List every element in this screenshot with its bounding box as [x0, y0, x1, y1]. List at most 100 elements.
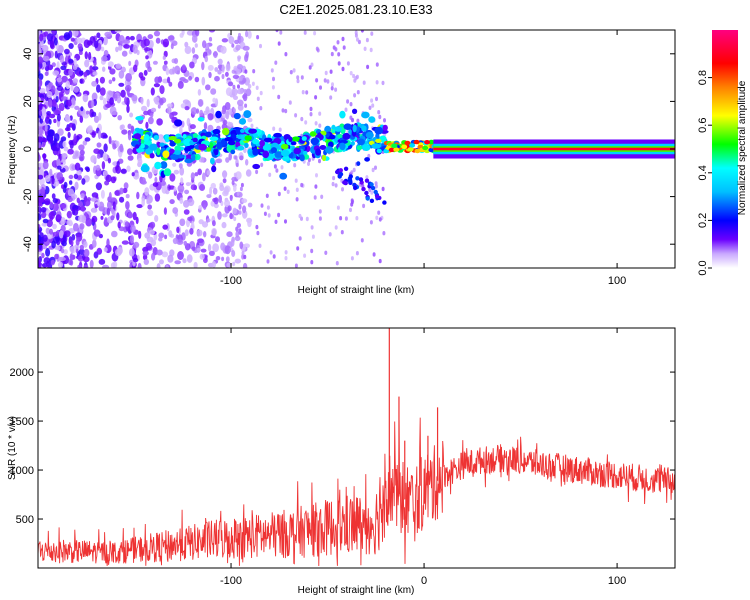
noise-blob [304, 120, 308, 125]
noise-blob [50, 259, 55, 266]
noise-blob [72, 64, 78, 70]
noise-blob [186, 254, 193, 263]
noise-blob [93, 148, 101, 154]
noise-blob [119, 187, 124, 195]
noise-blob [154, 176, 158, 184]
noise-blob [318, 158, 321, 164]
noise-blob [296, 246, 300, 251]
band-blob [339, 142, 346, 150]
noise-blob [80, 193, 85, 199]
band-blob [424, 140, 431, 145]
noise-blob [84, 137, 91, 142]
noise-blob [240, 182, 244, 188]
noise-blob [233, 172, 237, 177]
band-blob [368, 116, 376, 123]
noise-blob [156, 263, 161, 268]
band-blob [244, 142, 249, 148]
noise-blob [100, 215, 104, 220]
noise-blob [181, 30, 185, 36]
noise-blob [105, 103, 112, 108]
band-blob [302, 150, 308, 155]
noise-blob [73, 57, 77, 66]
band-blob [350, 141, 355, 146]
noise-blob [115, 46, 119, 53]
band-blob [382, 124, 388, 131]
band-blob [221, 138, 226, 146]
noise-blob [69, 246, 77, 254]
noise-blob [184, 189, 190, 195]
noise-blob [98, 112, 102, 121]
noise-blob [224, 102, 231, 110]
band-blob [133, 133, 142, 140]
noise-blob [234, 39, 240, 45]
noise-blob [198, 205, 203, 210]
noise-blob [189, 124, 196, 130]
noise-blob [227, 122, 234, 127]
noise-blob [342, 45, 346, 50]
noise-blob [353, 93, 357, 98]
band-blob [422, 145, 429, 151]
noise-blob [67, 131, 71, 139]
noise-blob [191, 220, 195, 229]
noise-blob [183, 79, 189, 83]
noise-blob [252, 69, 256, 74]
noise-blob [39, 33, 44, 42]
noise-blob [86, 126, 93, 134]
noise-blob [318, 209, 322, 214]
noise-blob [79, 149, 85, 156]
noise-blob [220, 45, 227, 54]
noise-blob [41, 142, 46, 148]
noise-blob [44, 198, 51, 206]
noise-blob [381, 186, 385, 192]
noise-blob [159, 259, 164, 265]
band-blob [170, 153, 180, 160]
noise-blob [79, 70, 84, 76]
noise-blob [68, 68, 73, 76]
band-blob [370, 185, 376, 191]
noise-blob [140, 180, 147, 185]
noise-blob [229, 194, 233, 200]
noise-blob [310, 248, 314, 254]
noise-blob [142, 250, 149, 256]
noise-blob [207, 113, 214, 121]
noise-blob [150, 87, 155, 96]
band-blob [364, 190, 369, 196]
snr-y-label: SNR (10 * v/v) [7, 416, 18, 480]
noise-blob [251, 81, 255, 87]
noise-blob [128, 60, 132, 66]
noise-blob [231, 176, 237, 182]
noise-blob [272, 126, 276, 131]
x-tick-label: -100 [220, 275, 242, 287]
noise-blob [326, 79, 330, 84]
band-blob [230, 149, 236, 155]
noise-blob [201, 76, 206, 86]
band-blob [414, 148, 421, 154]
noise-blob [284, 219, 287, 224]
noise-blob [45, 247, 51, 257]
band-blob [274, 151, 283, 158]
noise-blob [242, 262, 248, 268]
noise-blob [56, 113, 61, 122]
noise-blob [196, 229, 203, 237]
noise-blob [92, 71, 98, 76]
noise-blob [381, 80, 385, 86]
noise-blob [116, 212, 120, 221]
noise-blob [125, 194, 130, 199]
noise-blob [331, 82, 334, 87]
noise-blob [274, 219, 278, 224]
noise-blob [47, 64, 54, 71]
noise-blob [259, 106, 263, 111]
noise-blob [346, 61, 350, 66]
noise-blob [44, 71, 49, 77]
noise-blob [102, 264, 110, 268]
band-blob [352, 108, 358, 115]
noise-blob [182, 99, 190, 104]
noise-blob [44, 124, 48, 132]
noise-blob [112, 77, 116, 82]
noise-blob [153, 83, 160, 88]
noise-blob [80, 205, 86, 212]
noise-blob [206, 170, 211, 176]
noise-blob [190, 172, 195, 181]
band-blob [343, 166, 349, 171]
noise-blob [181, 64, 186, 71]
